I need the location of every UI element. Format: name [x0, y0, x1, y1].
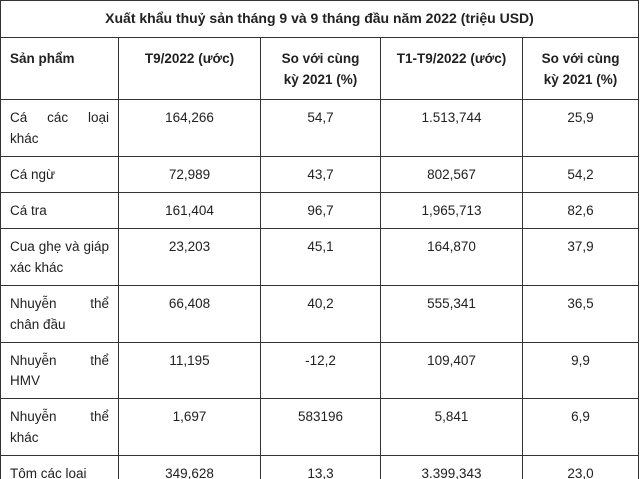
- value-cell: 161,404: [118, 191, 261, 229]
- value-cell: 5,841: [380, 398, 523, 457]
- value-cell: 23,0: [521, 455, 640, 479]
- value-cell: 40,2: [260, 284, 381, 343]
- product-cell: Cua ghẹ và giáp xác khác: [0, 227, 119, 286]
- table-row: Cá các loại khác 164,266 54,7 1.513,744 25,9: [0, 99, 640, 157]
- product-cell: Nhuyễn thể chân đầu: [0, 284, 119, 343]
- product-cell: Nhuyễn thể HMV: [0, 341, 119, 400]
- value-cell: 23,203: [118, 227, 261, 286]
- value-cell: 1,965,713: [380, 191, 523, 229]
- table-row: Cua ghẹ và giáp xác khác 23,203 45,1 164,87…: [0, 227, 640, 286]
- value-cell: 13,3: [260, 455, 381, 479]
- value-cell: -12,2: [260, 341, 381, 400]
- table-row: Tôm các loại 349,628 13,3 3.399,343 23,0: [0, 455, 640, 479]
- product-cell: Cá các loại khác: [0, 99, 119, 157]
- column-header-vs-2021-t9: So với cùng kỳ 2021 (%): [260, 37, 381, 100]
- product-cell: Nhuyễn thể khác: [0, 398, 119, 457]
- value-cell: 802,567: [380, 155, 523, 193]
- table-row: Nhuyễn thể HMV 11,195 -12,2 109,407 9,9: [0, 341, 640, 400]
- product-cell: Cá ngừ: [0, 155, 119, 193]
- value-cell: 37,9: [521, 227, 640, 286]
- value-cell: 11,195: [118, 341, 261, 400]
- table-row: Nhuyễn thể chân đầu 66,408 40,2 555,341 36,5: [0, 284, 640, 343]
- value-cell: 96,7: [260, 191, 381, 229]
- value-cell: 43,7: [260, 155, 381, 193]
- value-cell: 45,1: [260, 227, 381, 286]
- table-row: Nhuyễn thể khác 1,697 583196 5,841 6,9: [0, 398, 640, 457]
- value-cell: 3.399,343: [380, 455, 523, 479]
- table-title: Xuất khẩu thuỷ sản tháng 9 và 9 tháng đầ…: [0, 0, 640, 38]
- table-body: Cá các loại khác 164,266 54,7 1.513,744 25,9…: [0, 99, 640, 479]
- value-cell: 1,697: [118, 398, 261, 457]
- value-cell: 54,7: [260, 99, 381, 157]
- value-cell: 164,870: [380, 227, 523, 286]
- value-cell: 1.513,744: [380, 99, 523, 157]
- table-title-row: Xuất khẩu thuỷ sản tháng 9 và 9 tháng đầ…: [0, 0, 640, 38]
- value-cell: 82,6: [521, 191, 640, 229]
- column-header-t9-2022: T9/2022 (ước): [118, 37, 261, 100]
- value-cell: 555,341: [380, 284, 523, 343]
- column-header-t1-t9-2022: T1-T9/2022 (ước): [380, 37, 523, 100]
- table-row: Cá tra 161,404 96,7 1,965,713 82,6: [0, 191, 640, 229]
- table-row: Cá ngừ 72,989 43,7 802,567 54,2: [0, 155, 640, 193]
- value-cell: 72,989: [118, 155, 261, 193]
- product-cell: Tôm các loại: [0, 455, 119, 479]
- value-cell: 6,9: [521, 398, 640, 457]
- value-cell: 36,5: [521, 284, 640, 343]
- value-cell: 66,408: [118, 284, 261, 343]
- column-header-vs-2021-t1t9: So với cùng kỳ 2021 (%): [521, 37, 640, 100]
- product-cell: Cá tra: [0, 191, 119, 229]
- value-cell: 349,628: [118, 455, 261, 479]
- value-cell: 25,9: [521, 99, 640, 157]
- column-header-product: Sản phẩm: [0, 37, 119, 100]
- value-cell: 9,9: [521, 341, 640, 400]
- value-cell: 583196: [260, 398, 381, 457]
- value-cell: 54,2: [521, 155, 640, 193]
- table-header-row: Sản phẩm T9/2022 (ước) So với cùng kỳ 20…: [0, 37, 640, 100]
- value-cell: 164,266: [118, 99, 261, 157]
- value-cell: 109,407: [380, 341, 523, 400]
